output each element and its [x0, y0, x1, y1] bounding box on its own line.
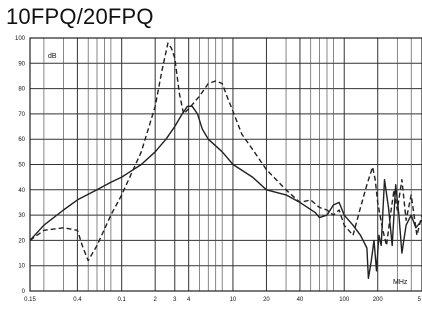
y-tick-label: 10: [18, 264, 25, 270]
x-tick-label: 0.4: [73, 297, 82, 303]
x-tick-label: 40: [297, 297, 304, 303]
y-tick-label: 50: [18, 163, 25, 169]
page-title: 10FPQ/20FPQ: [6, 4, 154, 29]
grid-lines: [29, 37, 422, 292]
x-tick-label: 5: [418, 297, 422, 303]
series-group: [29, 42, 422, 280]
x-tick-label: 4: [187, 297, 191, 303]
x-tick-label: 200: [373, 297, 384, 303]
y-tick-label: 90: [18, 61, 25, 67]
y-tick-label: 0: [22, 289, 26, 295]
y-tick-label: 100: [15, 36, 26, 42]
y-tick-label: 30: [18, 213, 25, 219]
x-tick-label: 0.15: [24, 297, 36, 303]
x-tick-label: 100: [339, 297, 350, 303]
y-axis-unit-label: dB: [48, 53, 57, 60]
series-line-solid: [29, 105, 422, 280]
y-tick-label: 20: [18, 238, 25, 244]
x-axis-unit-label: MHz: [393, 279, 408, 286]
x-tick-label: 3: [173, 297, 177, 303]
y-tick-label: 40: [18, 188, 25, 194]
x-tick-label: 10: [230, 297, 237, 303]
y-tick-label: 80: [18, 87, 25, 93]
x-tick-label: 2: [154, 297, 158, 303]
plot-frame: [29, 37, 422, 292]
series-line-dashed: [29, 42, 422, 262]
tick-labels: 0 10 20 30 40 50 60 70 80 90 100 0.15 0.4 0.1 2 3 4 10 20 4…: [15, 36, 422, 303]
x-tick-label: 20: [263, 297, 270, 303]
y-tick-label: 70: [18, 112, 25, 118]
y-tick-label: 60: [18, 137, 25, 143]
x-tick-label: 0.1: [118, 297, 127, 303]
